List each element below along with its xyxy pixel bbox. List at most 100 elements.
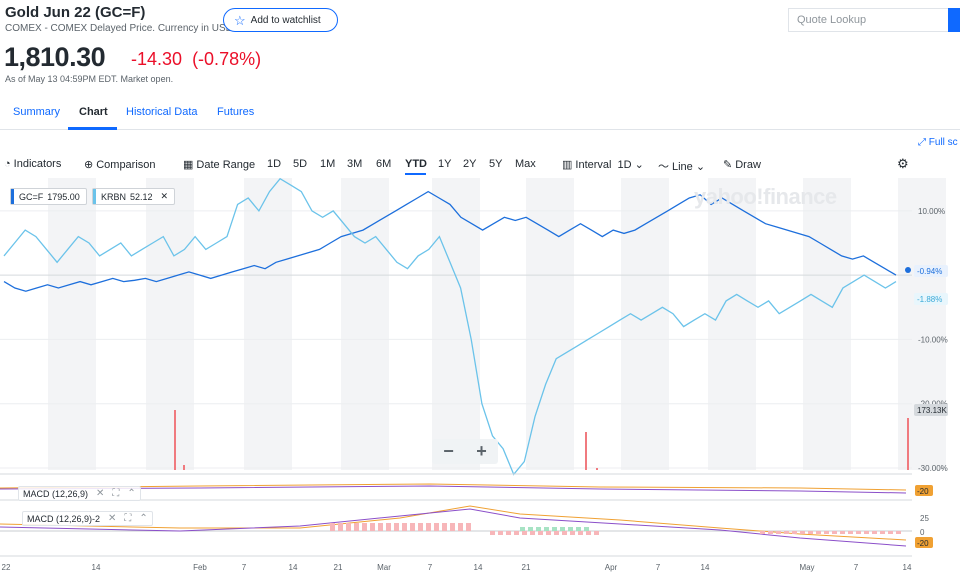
macd2-histogram-bar [594,531,599,535]
legend-gc[interactable]: GC=F 1795.00 [10,188,87,205]
legend-gc-swatch [11,189,14,204]
macd2-histogram-bar [506,531,511,535]
range-5d[interactable]: 5D [293,158,308,170]
macd2-histogram-bar [378,523,383,531]
legend-krbn[interactable]: KRBN 52.12 ✕ [92,188,176,205]
draw-button[interactable]: ✎ Draw [723,158,761,171]
macd-pane-label: MACD (12,26,9) ✕ ⛶ ⌃ [18,486,141,501]
chevron-up-icon[interactable]: ⌃ [127,488,136,499]
interval-value: 1D [617,159,632,171]
macd2-histogram-bar [824,531,829,534]
chevron-down-icon: ⌄ [695,161,706,173]
range-3m[interactable]: 3M [347,158,363,170]
week-band [898,178,946,470]
current-price: 1,810.30 [4,42,106,72]
macd2-pane-label: MACD (12,26,9)-2 ✕ ⛶ ⌃ [22,511,153,526]
x-tick-label: 22 [2,563,11,572]
macd2-histogram-bar [578,531,583,535]
macd2-histogram-bar [458,523,463,531]
macd2-histogram-bar [402,523,407,531]
quote-tabs: Summary Chart Historical Data Futures [0,98,960,130]
macd2-histogram-bar [800,531,805,534]
tab-futures[interactable]: Futures [217,106,255,118]
x-tick-label: 7 [854,563,859,572]
pencil-icon: ✎ [723,159,733,171]
macd2-histogram-bar [394,523,399,531]
x-tick-label: 7 [656,563,661,572]
macd2-histogram-bar [776,531,781,534]
week-band [708,178,756,470]
chart-axes: 10.00%-10.00%-20.00%-30.00%-0.94%-1.88%1… [2,207,948,572]
macd2-histogram-bar [568,527,573,531]
range-1y[interactable]: 1Y [438,158,452,170]
range-1d[interactable]: 1D [267,158,282,170]
macd2-histogram-bar [562,531,567,535]
volume-bar [596,468,598,470]
draw-label: Draw [735,159,761,171]
close-icon[interactable]: ✕ [160,191,169,201]
macd2-histogram-bar [864,531,869,534]
macd1-badge: -20 [917,487,929,496]
y-tick-label: 10.00% [918,207,945,216]
macd2-histogram-bar [528,527,533,531]
comparison-button[interactable]: ⊕ Comparison [84,158,156,171]
quote-lookup-input[interactable]: Quote Lookup [788,8,960,32]
indicators-icon: ◔ [4,158,11,170]
close-icon[interactable]: ✕ [96,488,105,499]
watchlist-label: Add to watchlist [250,14,321,26]
tab-historical-data[interactable]: Historical Data [126,106,198,118]
quote-search-button[interactable] [948,8,960,32]
plus-circle-icon: ⊕ [84,159,94,171]
calendar-icon: ▦ [183,159,194,171]
x-tick-label: 21 [522,563,531,572]
range-2y[interactable]: 2Y [463,158,477,170]
week-band [146,178,194,470]
x-tick-label: 14 [289,563,298,572]
macd2-histogram-bar [330,523,335,531]
macd-label: MACD (12,26,9) [23,488,89,499]
chevron-up-icon[interactable]: ⌃ [139,513,148,524]
volume-bar [174,410,176,470]
full-screen-button[interactable]: ⤢ Full sc [918,137,958,148]
x-tick-label: 14 [701,563,710,572]
tab-summary[interactable]: Summary [13,106,61,118]
zoom-out-button[interactable]: − [443,441,454,461]
gc-badge-bg [914,265,948,277]
close-icon[interactable]: ✕ [108,513,117,524]
x-tick-label: 14 [903,563,912,572]
range-max[interactable]: Max [515,158,536,170]
range-ytd[interactable]: YTD [405,158,427,170]
range-6m[interactable]: 6M [376,158,392,170]
macd2-histogram-bar [410,523,415,531]
gear-icon[interactable]: ⚙ [897,156,909,171]
macd2-histogram-bar [896,531,901,534]
date-range-button[interactable]: ▦ Date Range [183,158,255,171]
macd-panes: 25 0 -20 -20 [0,473,933,557]
y-tick-label: -10.00% [918,335,948,344]
macd2-badge-bg [915,537,933,548]
x-tick-label: 21 [334,563,343,572]
macd2-histogram-bar [760,531,765,534]
zoom-in-button[interactable]: + [476,441,487,461]
week-band [803,178,851,470]
date-range-label: Date Range [196,159,256,171]
interval-button[interactable]: ▥ Interval 1D ⌄ [562,158,644,171]
macd2-badge: -20 [917,539,929,548]
add-to-watchlist-button[interactable]: ☆ Add to watchlist [223,8,338,32]
tab-chart[interactable]: Chart [79,106,108,118]
volume-bar [585,432,587,470]
macd2-histogram-bar [522,531,527,535]
active-range-indicator [405,173,426,175]
expand-icon[interactable]: ⛶ [124,513,132,524]
macd2-histogram-bar [450,523,455,531]
x-tick-label: Feb [193,563,207,572]
week-band [244,178,292,470]
macd2-histogram-bar [856,531,861,534]
line-type-button[interactable]: 〜 Line ⌄ [658,158,705,174]
indicators-button[interactable]: ◔ Indicators [4,158,61,170]
expand-icon[interactable]: ⛶ [112,488,120,499]
volume-badge: 173.13K [917,406,947,415]
range-5y[interactable]: 5Y [489,158,503,170]
range-1m[interactable]: 1M [320,158,336,170]
